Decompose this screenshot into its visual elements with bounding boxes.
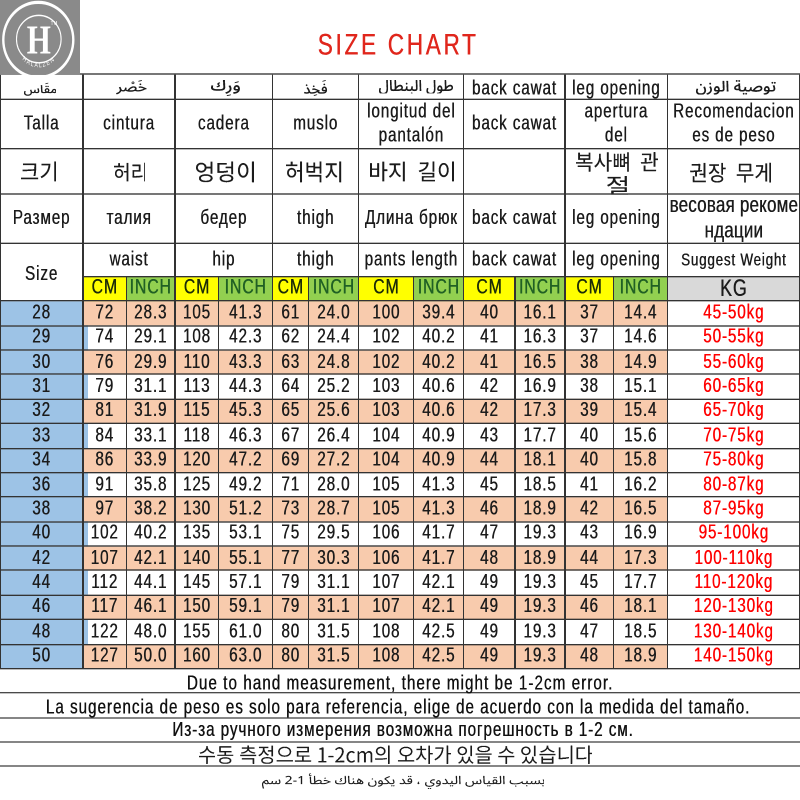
svg-text:TM: TM [51, 21, 58, 28]
svg-text:H: H [27, 16, 51, 62]
